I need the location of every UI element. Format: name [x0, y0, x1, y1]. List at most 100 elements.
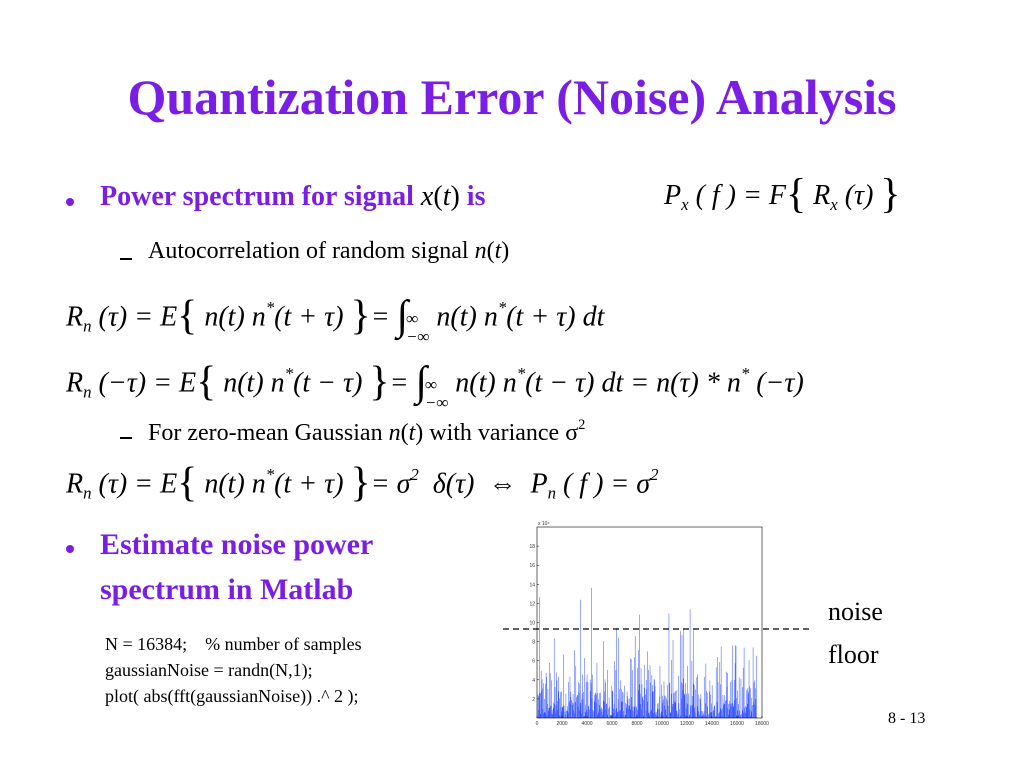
- text-run: ( f ) = F: [688, 180, 786, 211]
- code-line: N = 16384; % number of samples: [105, 634, 362, 654]
- text-run: n: [474, 238, 487, 264]
- equation: Px ( f ) = F{ Rx (τ) }: [664, 173, 901, 215]
- text-run: *: [265, 298, 275, 317]
- text-run: 2: [410, 465, 419, 484]
- text-run: 2: [578, 417, 586, 433]
- text-run: (τ): [837, 180, 881, 211]
- text-run: For zero-mean Gaussian: [148, 419, 389, 446]
- text-run: n: [547, 483, 556, 503]
- x-tick-label: 18000: [755, 721, 769, 727]
- bullet-text: Power spectrum for signal x(t) is: [100, 181, 485, 213]
- text-run: P: [664, 180, 682, 211]
- text-run: =: [370, 301, 397, 333]
- text-run: (t + τ): [274, 468, 351, 500]
- text-run: }: [369, 358, 390, 405]
- text-run: t: [442, 181, 451, 212]
- text-run: ): [450, 181, 460, 212]
- code-line: gaussianNoise = randn(N,1);: [105, 660, 313, 680]
- equation: Rn (−τ) = E{ n(t) n*(t − τ) }= ∫ ∞ −∞ n(t)…: [66, 361, 804, 413]
- text-run: n: [388, 419, 401, 446]
- x-tick-label: 16000: [730, 721, 744, 727]
- text-run: n(t) n: [448, 367, 517, 399]
- text-run: ∫: [396, 292, 409, 339]
- x-tick-label: 6000: [606, 721, 617, 727]
- text-run: n(t) n: [429, 301, 498, 333]
- text-run: δ(τ) ⇔ P: [418, 468, 548, 500]
- x-tick-label: 10000: [655, 721, 669, 727]
- text-run: R: [66, 468, 84, 500]
- text-run: n(t) n: [197, 301, 266, 333]
- text-run: *: [265, 465, 275, 484]
- bullet-marker: [66, 545, 74, 553]
- y-tick-label: 12: [529, 601, 535, 607]
- annotation: noise: [828, 597, 883, 626]
- text-run: {: [177, 459, 198, 506]
- y-tick-label: 16: [529, 563, 535, 569]
- text-run: (: [433, 181, 443, 212]
- text-run: ( f ) = σ: [555, 468, 651, 500]
- text-run: n: [83, 382, 92, 402]
- text-run: }: [350, 292, 371, 339]
- text-run: {: [786, 171, 807, 218]
- text-run: (τ) = E: [91, 468, 178, 500]
- y-tick-label: 10: [529, 621, 535, 627]
- y-tick-label: 8: [532, 640, 535, 646]
- slide-title: Quantization Error (Noise) Analysis: [127, 69, 897, 125]
- text-run: ): [501, 238, 510, 264]
- text-run: (t + τ): [274, 301, 351, 333]
- code-line: plot( abs(fft(gaussianNoise)) .^ 2 );: [105, 686, 359, 706]
- equation: Rn (τ) = E{ n(t) n*(t + τ) }= ∫ ∞ −∞ n(t) …: [66, 295, 604, 347]
- text-run: Power spectrum for signal: [100, 181, 421, 212]
- text-run: {: [196, 358, 217, 405]
- text-run: ∫: [415, 358, 427, 405]
- text-run: n: [83, 316, 92, 336]
- text-run: *: [284, 364, 294, 383]
- text-run: R: [806, 180, 831, 211]
- x-tick-label: 12000: [680, 721, 694, 727]
- bullet-marker: [66, 198, 74, 206]
- equation: Rn (τ) = E{ n(t) n*(t + τ) }= σ2 δ(τ) ⇔ …: [66, 462, 659, 504]
- text-run: x: [681, 194, 689, 214]
- text-run: (t − τ) dt = n(τ) * n: [525, 367, 741, 399]
- integral-limits: ∞ −∞: [406, 308, 429, 347]
- text-run: R: [66, 367, 84, 399]
- text-run: (−τ) = E: [91, 367, 197, 399]
- integral-limits: ∞ −∞: [425, 374, 449, 413]
- x-tick-label: 4000: [581, 721, 592, 727]
- text-run: n: [83, 483, 92, 503]
- sub-bullet-marker: [120, 437, 132, 439]
- lower-limit: −∞: [425, 393, 449, 413]
- y-tick-label: 4: [532, 678, 535, 684]
- upper-limit: ∞: [406, 308, 419, 328]
- y-tick-label: 14: [529, 582, 535, 588]
- text-run: x: [420, 181, 434, 212]
- x-tick-label: 0: [536, 721, 539, 727]
- x-tick-label: 2000: [556, 721, 567, 727]
- y-tick-label: 2: [532, 697, 535, 703]
- text-run: ) with variance σ: [415, 419, 579, 446]
- text-run: x: [830, 194, 838, 214]
- page-number: 8 - 13: [888, 710, 926, 727]
- y-tick-label: 18: [529, 544, 535, 550]
- text-run: =: [389, 367, 416, 399]
- text-run: t: [408, 419, 416, 446]
- text-run: *: [497, 298, 507, 317]
- text-run: (t − τ): [293, 367, 370, 399]
- upper-limit: ∞: [425, 374, 437, 394]
- text-run: *: [740, 364, 750, 383]
- x-tick-label: 8000: [631, 721, 642, 727]
- text-run: n(t) n: [216, 367, 285, 399]
- text-run: 2: [650, 465, 659, 484]
- text-run: }: [350, 459, 371, 506]
- noise-plot: 0 2000 4000 6000 8000 10000 12000 14000 16000 180…: [503, 520, 812, 735]
- text-run: t: [494, 238, 502, 264]
- text-run: (: [400, 419, 409, 446]
- text-run: (−τ): [749, 367, 804, 399]
- bullet-text: Estimate noise power: [100, 528, 374, 561]
- text-run: (: [486, 238, 495, 264]
- y-tick-label: 6: [532, 659, 535, 665]
- text-run: (τ) = E: [91, 301, 178, 333]
- text-run: = σ: [370, 468, 411, 500]
- text-run: *: [516, 364, 526, 383]
